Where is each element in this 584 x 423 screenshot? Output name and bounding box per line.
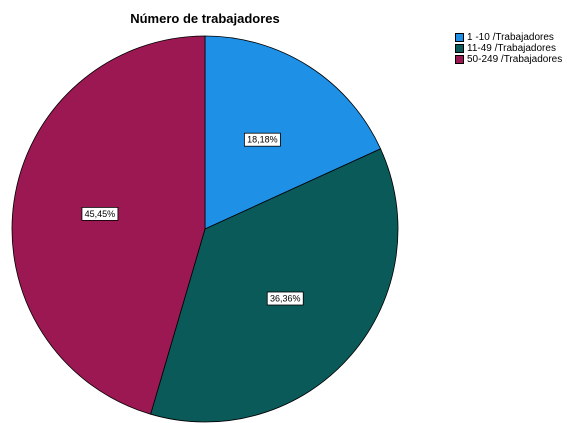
legend: 1 -10 /Trabajadores 11-49 /Trabajadores … [455,32,562,65]
pie-slice [204,35,382,230]
legend-label: 50-249 /Trabajadores [467,54,563,65]
legend-swatch [455,55,464,64]
slice-label-box [266,291,304,306]
slice-label-box [243,132,281,147]
legend-label: 1 -10 /Trabajadores [467,32,554,43]
chart-title: Número de trabajadores [130,11,280,26]
slice-data-label: 36,36% [266,291,304,306]
legend-item: 11-49 /Trabajadores [455,43,562,54]
legend-label: 11-49 /Trabajadores [467,43,556,54]
slice-data-label: 18,18% [243,132,281,147]
legend-swatch [455,33,464,42]
legend-item: 1 -10 /Trabajadores [455,32,562,43]
slice-label-text: 45,45% [85,209,116,219]
slice-label-box [81,206,119,221]
pie-slice [11,35,206,415]
legend-item: 50-249 /Trabajadores [455,54,562,65]
slice-label-text: 18,18% [247,135,278,145]
legend-swatch [455,44,464,53]
pie-slice [150,148,399,423]
slice-label-text: 36,36% [270,294,301,304]
slice-data-label: 45,45% [81,206,119,221]
